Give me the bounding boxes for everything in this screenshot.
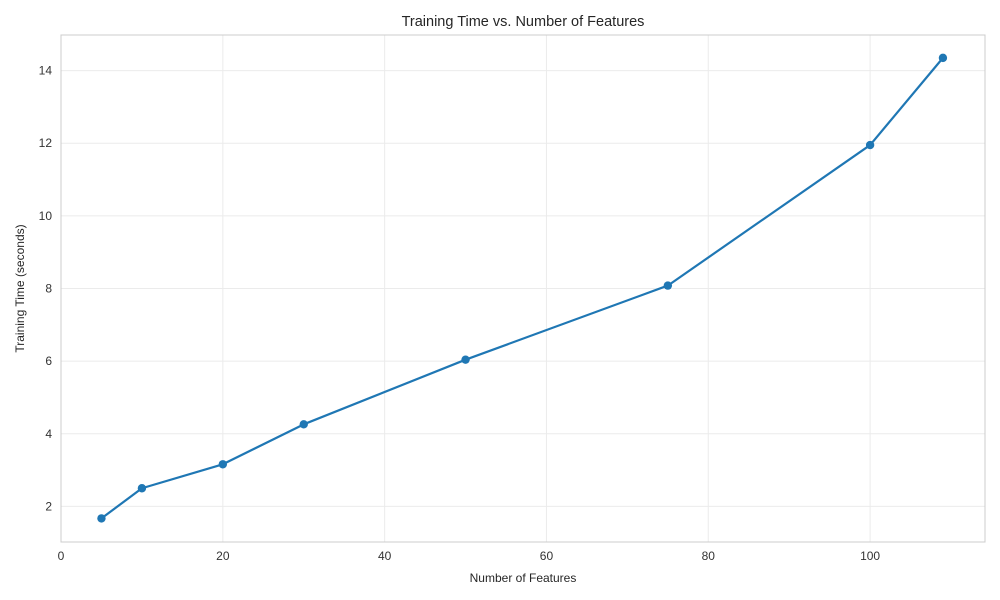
y-tick-label: 14 [39, 64, 53, 78]
x-tick-label: 100 [860, 549, 880, 563]
y-axis-ticks: 2 4 6 8 10 12 14 [39, 64, 53, 514]
series-line [100, 56, 945, 520]
data-point [461, 355, 470, 364]
series-layer [97, 53, 948, 523]
grid [60, 35, 985, 542]
data-point [938, 53, 948, 63]
x-tick-label: 40 [378, 549, 392, 563]
plot-frame [60, 34, 986, 543]
chart-title: Training Time vs. Number of Features [402, 14, 645, 30]
data-point [865, 140, 875, 150]
x-axis-ticks: 0 20 40 60 80 100 [58, 549, 881, 563]
x-axis-title: Number of Features [470, 571, 577, 585]
data-point [218, 460, 228, 469]
data-point [299, 420, 308, 429]
y-tick-label: 4 [45, 427, 52, 441]
y-tick-label: 10 [39, 209, 53, 223]
x-tick-label: 20 [216, 549, 230, 563]
data-point [137, 484, 147, 493]
y-tick-label: 8 [45, 282, 52, 296]
data-point [97, 514, 106, 523]
y-tick-label: 6 [45, 354, 52, 368]
y-tick-label: 12 [39, 136, 53, 150]
y-tick-label: 2 [45, 499, 52, 513]
x-tick-label: 60 [540, 549, 554, 563]
y-axis-title: Training Time (seconds) [13, 224, 27, 352]
data-point [663, 281, 673, 290]
x-tick-label: 0 [58, 549, 65, 563]
x-tick-label: 80 [702, 549, 716, 563]
